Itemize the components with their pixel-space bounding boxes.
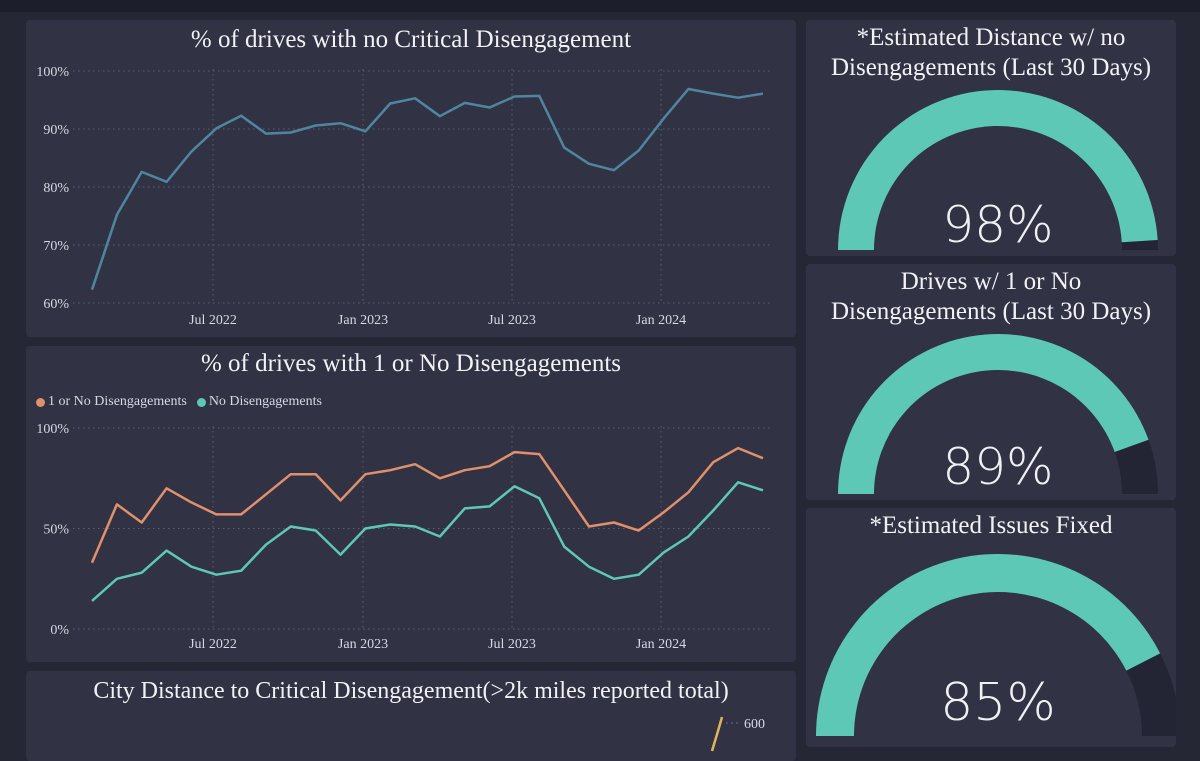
chart2-title: % of drives with 1 or No Disengagements: [200, 350, 622, 377]
gauge1-title: *Estimated Distance w/ no Disengagements…: [806, 23, 1176, 83]
chart2-plot: 0% 50% 100% Jul 2022 Jan 2023 Jul 2023 Jan 202…: [36, 422, 771, 652]
chart2-xtick-label: Jan 2024: [636, 637, 686, 652]
chart1-xtick-label: Jan 2023: [338, 313, 388, 328]
chart2-series-line-1: [91, 481, 764, 602]
chart2-legend: 1 or No Disengagements No Disengagements: [36, 394, 322, 410]
chart1-ytick-label: 100%: [36, 65, 69, 80]
chart2-xtick-label: Jul 2022: [189, 637, 237, 652]
chart3-title: City Distance to Critical Disengagement(…: [93, 678, 729, 704]
gauge1-title-line1: *Estimated Distance w/ no: [856, 24, 1126, 51]
chart2-xtick-label: Jul 2023: [488, 637, 536, 652]
chart1-xtick-label: Jan 2024: [636, 313, 686, 328]
chart1-title: % of drives with no Critical Disengageme…: [190, 26, 632, 53]
chart3-tick-label: 600: [744, 717, 765, 732]
chart1-series-line-0: [90, 87, 764, 291]
gauge-value-label: 85%: [940, 673, 1056, 733]
chart1-ytick-label: 60%: [43, 297, 69, 312]
legend-label-teal: No Disengagements: [208, 394, 322, 409]
legend-dot-teal: [196, 397, 206, 407]
gauge1-title-line2: Disengagements (Last 30 Days): [830, 54, 1152, 81]
chart1-ytick-label: 80%: [43, 181, 69, 196]
chart3-panel: City Distance to Critical Disengagement(…: [26, 671, 796, 761]
legend-dot-orange: [36, 397, 45, 407]
gauge2-panel: Drives w/ 1 or No Disengagements (Last 3…: [806, 264, 1176, 500]
chart1-panel: % of drives with no Critical Disengageme…: [26, 20, 796, 337]
chart2-ytick-label: 0%: [50, 623, 69, 638]
chart1-plot: 60% 70% 80% 90% 100% Jul 2022 Jan 2023 Jul 2023…: [36, 65, 771, 328]
gauge-value-label: 98%: [942, 196, 1053, 254]
chart3-plot: 600: [710, 716, 765, 752]
gauge-value-label: 89%: [942, 438, 1053, 496]
legend-item-teal[interactable]: No Disengagements: [196, 394, 322, 410]
chart1-ytick-label: 90%: [43, 123, 69, 138]
legend-item-orange[interactable]: 1 or No Disengagements: [36, 394, 187, 410]
legend-label-orange: 1 or No Disengagements: [48, 394, 187, 409]
gauge2-title-line1: Drives w/ 1 or No: [900, 268, 1082, 295]
gauge-fill: [838, 334, 1149, 494]
chart2-ytick-label: 100%: [36, 422, 69, 437]
gauge3: 85%: [816, 554, 1176, 736]
chart1-ytick-label: 70%: [43, 239, 69, 254]
chart1-xtick-label: Jul 2022: [189, 313, 237, 328]
gauge3-title: *Estimated Issues Fixed: [806, 511, 1176, 541]
gauge-fill: [838, 90, 1158, 250]
chart2-series-line-0: [90, 446, 764, 564]
gauge3-title-line1: *Estimated Issues Fixed: [869, 512, 1113, 539]
chart3-line: [710, 716, 724, 752]
gauge2-title-line2: Disengagements (Last 30 Days): [830, 298, 1152, 325]
gauge2: 89%: [838, 334, 1158, 496]
top-bar: [0, 0, 1200, 12]
gauge-fill: [816, 554, 1161, 736]
chart1-xtick-label: Jul 2023: [488, 313, 536, 328]
gauge2-title: Drives w/ 1 or No Disengagements (Last 3…: [806, 267, 1176, 327]
chart2-panel: % of drives with 1 or No Disengagements …: [26, 346, 796, 662]
gauge3-panel: *Estimated Issues Fixed 85%: [806, 508, 1176, 747]
gauge1-panel: *Estimated Distance w/ no Disengagements…: [806, 20, 1176, 256]
chart2-ytick-label: 50%: [43, 523, 69, 538]
gauge1: 98%: [838, 90, 1158, 254]
chart2-xtick-label: Jan 2023: [338, 637, 388, 652]
